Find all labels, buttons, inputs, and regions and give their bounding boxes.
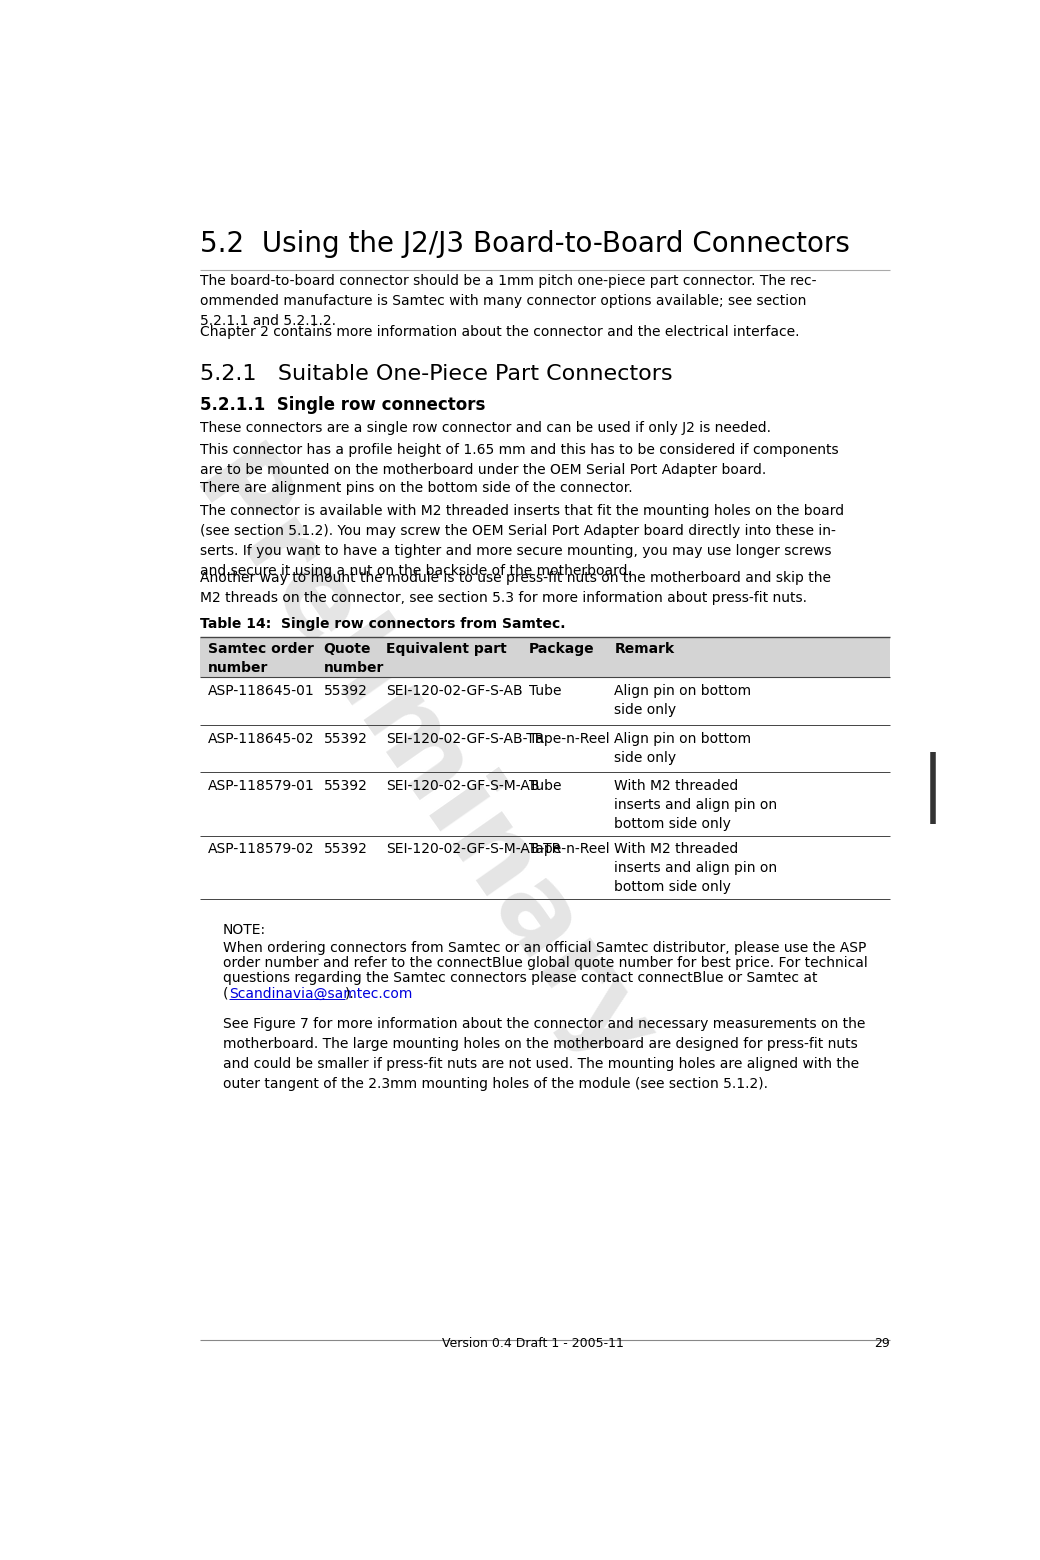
Text: SEI-120-02-GF-S-M-AB: SEI-120-02-GF-S-M-AB (386, 780, 540, 794)
Text: (: ( (223, 986, 229, 1000)
Text: 29: 29 (874, 1337, 889, 1349)
Text: When ordering connectors from Samtec or an official Samtec distributor, please u: When ordering connectors from Samtec or … (223, 941, 866, 955)
Text: questions regarding the Samtec connectors please contact connectBlue or Samtec a: questions regarding the Samtec connector… (223, 972, 817, 986)
Text: 5.2  Using the J2/J3 Board-to-Board Connectors: 5.2 Using the J2/J3 Board-to-Board Conne… (200, 229, 850, 257)
Text: Tape-n-Reel: Tape-n-Reel (529, 732, 609, 746)
Text: Package: Package (529, 643, 595, 657)
Text: Align pin on bottom
side only: Align pin on bottom side only (615, 732, 752, 764)
Text: ASP-118645-01: ASP-118645-01 (208, 683, 314, 697)
Text: ).: ). (345, 986, 355, 1000)
Text: Quote
number: Quote number (323, 643, 384, 674)
Text: These connectors are a single row connector and can be used if only J2 is needed: These connectors are a single row connec… (200, 421, 771, 435)
Text: The board-to-board connector should be a 1mm pitch one-piece part connector. The: The board-to-board connector should be a… (200, 275, 816, 328)
Text: With M2 threaded
inserts and align pin on
bottom side only: With M2 threaded inserts and align pin o… (615, 780, 778, 831)
Text: ASP-118579-02: ASP-118579-02 (208, 842, 314, 856)
Text: 5.2.1   Suitable One-Piece Part Connectors: 5.2.1 Suitable One-Piece Part Connectors (200, 363, 673, 384)
Text: Align pin on bottom
side only: Align pin on bottom side only (615, 683, 752, 716)
Text: Chapter 2 contains more information about the connector and the electrical inter: Chapter 2 contains more information abou… (200, 326, 800, 340)
Text: Preliminary: Preliminary (168, 437, 672, 1090)
Text: NOTE:: NOTE: (223, 924, 266, 938)
FancyBboxPatch shape (200, 636, 889, 677)
Text: Samtec order
number: Samtec order number (208, 643, 313, 674)
Text: See Figure 7 for more information about the connector and necessary measurements: See Figure 7 for more information about … (223, 1017, 865, 1090)
Text: SEI-120-02-GF-S-M-AB-TR: SEI-120-02-GF-S-M-AB-TR (386, 842, 561, 856)
Text: SEI-120-02-GF-S-AB: SEI-120-02-GF-S-AB (386, 683, 522, 697)
Text: Another way to mount the module is to use press-fit nuts on the motherboard and : Another way to mount the module is to us… (200, 571, 831, 605)
Text: This connector has a profile height of 1.65 mm and this has to be considered if : This connector has a profile height of 1… (200, 443, 838, 477)
Text: ASP-118645-02: ASP-118645-02 (208, 732, 314, 746)
Text: order number and refer to the connectBlue global quote number for best price. Fo: order number and refer to the connectBlu… (223, 956, 867, 970)
Text: 55392: 55392 (323, 732, 367, 746)
Text: ASP-118579-01: ASP-118579-01 (208, 780, 314, 794)
Text: SEI-120-02-GF-S-AB-TR: SEI-120-02-GF-S-AB-TR (386, 732, 544, 746)
Text: Version 0.4 Draft 1 - 2005-11: Version 0.4 Draft 1 - 2005-11 (442, 1337, 624, 1349)
Text: Tape-n-Reel: Tape-n-Reel (529, 842, 609, 856)
Text: With M2 threaded
inserts and align pin on
bottom side only: With M2 threaded inserts and align pin o… (615, 842, 778, 894)
Text: 5.2.1.1  Single row connectors: 5.2.1.1 Single row connectors (200, 396, 485, 413)
Text: Remark: Remark (615, 643, 675, 657)
Text: Scandinavia@samtec.com: Scandinavia@samtec.com (230, 986, 413, 1000)
Text: There are alignment pins on the bottom side of the connector.: There are alignment pins on the bottom s… (200, 480, 632, 495)
Text: Table 14:  Single row connectors from Samtec.: Table 14: Single row connectors from Sam… (200, 616, 566, 630)
Text: 55392: 55392 (323, 683, 367, 697)
Text: Equivalent part: Equivalent part (386, 643, 506, 657)
Text: The connector is available with M2 threaded inserts that fit the mounting holes : The connector is available with M2 threa… (200, 504, 843, 577)
Text: Tube: Tube (529, 683, 562, 697)
Text: 55392: 55392 (323, 842, 367, 856)
Text: Tube: Tube (529, 780, 562, 794)
Text: 55392: 55392 (323, 780, 367, 794)
